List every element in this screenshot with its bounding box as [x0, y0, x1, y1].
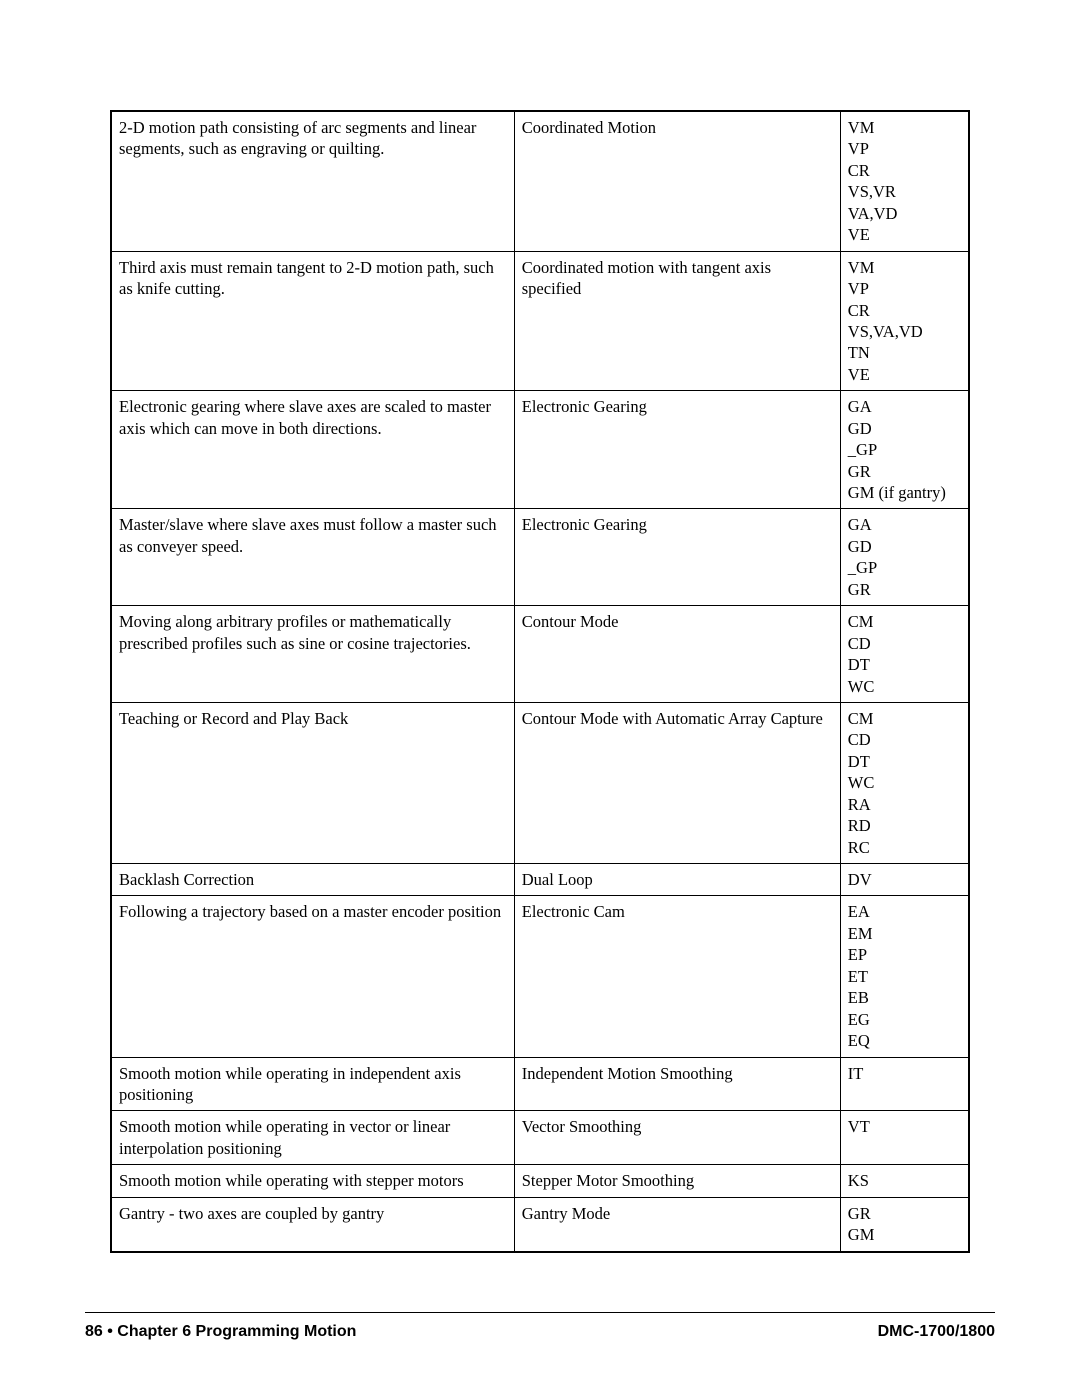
- table-row: Gantry - two axes are coupled by gantryG…: [111, 1197, 969, 1251]
- cell-description: Moving along arbitrary profiles or mathe…: [111, 606, 514, 703]
- cell-mode: Electronic Gearing: [514, 509, 840, 606]
- footer-left: 86 • Chapter 6 Programming Motion: [85, 1323, 356, 1341]
- table-body: 2-D motion path consisting of arc segmen…: [111, 111, 969, 1252]
- footer-doc-id: DMC-1700/1800: [878, 1323, 995, 1341]
- cell-commands: GR GM: [840, 1197, 969, 1251]
- cell-mode: Dual Loop: [514, 864, 840, 896]
- cell-commands: CM CD DT WC: [840, 606, 969, 703]
- table-row: Third axis must remain tangent to 2-D mo…: [111, 251, 969, 391]
- cell-commands: VT: [840, 1111, 969, 1165]
- cell-description: Third axis must remain tangent to 2-D mo…: [111, 251, 514, 391]
- footer-rule: [85, 1312, 995, 1313]
- table-row: Backlash CorrectionDual LoopDV: [111, 864, 969, 896]
- cell-description: Master/slave where slave axes must follo…: [111, 509, 514, 606]
- cell-mode: Electronic Cam: [514, 896, 840, 1057]
- cell-commands: CM CD DT WC RA RD RC: [840, 702, 969, 863]
- footer-chapter: Chapter 6 Programming Motion: [117, 1323, 356, 1340]
- cell-mode: Gantry Mode: [514, 1197, 840, 1251]
- cell-mode: Contour Mode with Automatic Array Captur…: [514, 702, 840, 863]
- cell-commands: VM VP CR VS,VR VA,VD VE: [840, 111, 969, 251]
- table-row: Smooth motion while operating with stepp…: [111, 1165, 969, 1197]
- cell-commands: IT: [840, 1057, 969, 1111]
- cell-mode: Vector Smoothing: [514, 1111, 840, 1165]
- table-row: 2-D motion path consisting of arc segmen…: [111, 111, 969, 251]
- cell-mode: Electronic Gearing: [514, 391, 840, 509]
- cell-description: Smooth motion while operating with stepp…: [111, 1165, 514, 1197]
- cell-mode: Coordinated motion with tangent axis spe…: [514, 251, 840, 391]
- cell-commands: GA GD _GP GR: [840, 509, 969, 606]
- table-row: Smooth motion while operating in vector …: [111, 1111, 969, 1165]
- cell-commands: DV: [840, 864, 969, 896]
- cell-mode: Independent Motion Smoothing: [514, 1057, 840, 1111]
- cell-description: Electronic gearing where slave axes are …: [111, 391, 514, 509]
- motion-modes-table: 2-D motion path consisting of arc segmen…: [110, 110, 970, 1253]
- cell-description: 2-D motion path consisting of arc segmen…: [111, 111, 514, 251]
- table-row: Master/slave where slave axes must follo…: [111, 509, 969, 606]
- cell-commands: KS: [840, 1165, 969, 1197]
- cell-description: Backlash Correction: [111, 864, 514, 896]
- cell-description: Teaching or Record and Play Back: [111, 702, 514, 863]
- cell-mode: Contour Mode: [514, 606, 840, 703]
- page-content: 2-D motion path consisting of arc segmen…: [0, 0, 1080, 1253]
- page-footer: 86 • Chapter 6 Programming Motion DMC-17…: [85, 1323, 995, 1341]
- footer-page-number: 86: [85, 1323, 103, 1340]
- cell-description: Smooth motion while operating in indepen…: [111, 1057, 514, 1111]
- footer-separator: •: [103, 1323, 118, 1340]
- cell-mode: Stepper Motor Smoothing: [514, 1165, 840, 1197]
- table-row: Moving along arbitrary profiles or mathe…: [111, 606, 969, 703]
- cell-description: Following a trajectory based on a master…: [111, 896, 514, 1057]
- cell-description: Smooth motion while operating in vector …: [111, 1111, 514, 1165]
- table-row: Following a trajectory based on a master…: [111, 896, 969, 1057]
- cell-commands: VM VP CR VS,VA,VD TN VE: [840, 251, 969, 391]
- table-row: Teaching or Record and Play BackContour …: [111, 702, 969, 863]
- cell-commands: GA GD _GP GR GM (if gantry): [840, 391, 969, 509]
- table-row: Electronic gearing where slave axes are …: [111, 391, 969, 509]
- table-row: Smooth motion while operating in indepen…: [111, 1057, 969, 1111]
- cell-mode: Coordinated Motion: [514, 111, 840, 251]
- cell-description: Gantry - two axes are coupled by gantry: [111, 1197, 514, 1251]
- cell-commands: EA EM EP ET EB EG EQ: [840, 896, 969, 1057]
